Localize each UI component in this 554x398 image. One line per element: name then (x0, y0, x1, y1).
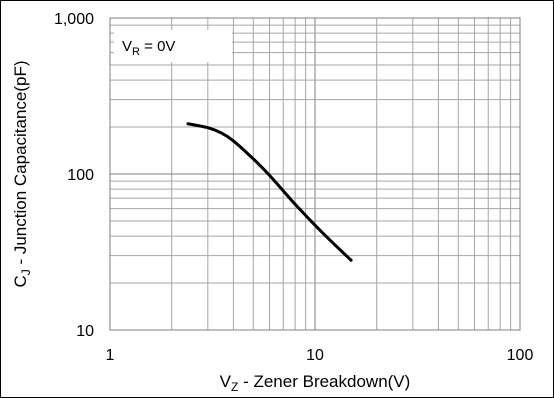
series-line (186, 122, 353, 262)
plot-area-border (109, 17, 521, 331)
y-tick-label: 1,000 (54, 11, 94, 28)
x-axis-label: VZ - Zener Breakdown(V) (220, 372, 411, 394)
x-axis-label-rest: - Zener Breakdown(V) (238, 372, 410, 391)
x-tick-labels: 1 10 100 (106, 347, 534, 364)
x-tick-label: 10 (306, 347, 324, 364)
y-axis-label: CJ - Junction Capacitance(pF) (11, 60, 33, 287)
x-axis-label-sub: Z (231, 380, 238, 394)
annotation-rest: = 0V (140, 38, 175, 55)
annotation-text: VR = 0V (122, 38, 175, 58)
x-tick-label: 100 (507, 347, 534, 364)
x-tick-label: 1 (106, 347, 115, 364)
y-tick-label: 10 (76, 323, 94, 340)
annotation-box (114, 30, 232, 62)
annotation: VR = 0V (114, 30, 232, 62)
grid (110, 18, 520, 330)
y-axis-label-main: C (11, 275, 30, 287)
y-axis-label-rest: - Junction Capacitance(pF) (11, 60, 30, 269)
y-axis-label-sub: J (19, 269, 33, 275)
y-tick-labels: 10 100 1,000 (54, 11, 94, 340)
x-axis-label-main: V (220, 372, 232, 391)
annotation-main: V (122, 38, 132, 55)
series-layer (186, 122, 353, 262)
y-tick-label: 100 (67, 167, 94, 184)
annotation-sub: R (132, 46, 140, 58)
